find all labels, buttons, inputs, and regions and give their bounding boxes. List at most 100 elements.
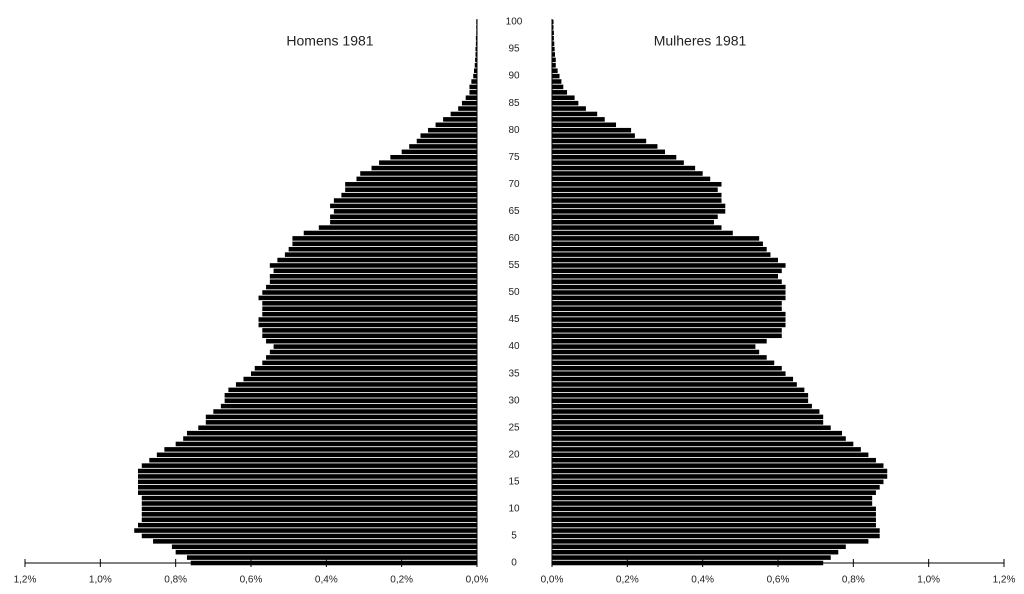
bar: [552, 501, 873, 506]
bar: [552, 154, 677, 160]
bar: [552, 30, 554, 36]
bar: [262, 328, 477, 333]
bar: [205, 420, 478, 425]
bar: [469, 84, 477, 90]
bar: [552, 555, 831, 560]
bar: [428, 127, 477, 133]
bar: [333, 209, 477, 214]
bar: [473, 73, 477, 79]
x-tick-label: 0,6%: [767, 575, 790, 586]
bar: [552, 117, 605, 122]
bar: [458, 106, 477, 111]
bar: [138, 468, 477, 474]
bar: [303, 230, 477, 236]
bar: [552, 279, 782, 284]
bar: [552, 284, 786, 290]
bar: [262, 290, 477, 295]
bar: [552, 111, 598, 117]
bar: [134, 528, 477, 533]
bar: [138, 484, 477, 490]
bar: [552, 393, 809, 398]
bar: [552, 517, 876, 522]
bar: [552, 452, 869, 458]
bar: [552, 311, 786, 317]
bar: [552, 263, 786, 268]
bar: [552, 382, 797, 387]
bar: [552, 387, 805, 393]
age-label: 60: [508, 233, 520, 244]
bar: [277, 257, 477, 263]
bar: [552, 133, 635, 138]
bar: [228, 387, 477, 393]
x-tick-label: 0,4%: [315, 575, 338, 586]
age-label: 100: [506, 17, 523, 28]
age-label: 15: [508, 476, 520, 487]
bar: [552, 398, 809, 403]
bar: [474, 63, 477, 68]
bar: [186, 430, 477, 436]
bar: [341, 192, 477, 198]
bar: [224, 393, 477, 398]
bar: [273, 344, 477, 349]
bar: [552, 328, 782, 333]
bar: [243, 376, 477, 382]
bar: [390, 154, 477, 160]
bar: [213, 409, 478, 414]
bar: [345, 182, 477, 187]
bar: [224, 398, 477, 403]
bar: [552, 84, 564, 90]
age-label: 95: [508, 44, 520, 55]
x-tick-label: 1,0%: [917, 575, 940, 586]
bar: [262, 360, 477, 366]
bar: [292, 236, 477, 241]
bar: [552, 447, 861, 452]
bar: [552, 19, 554, 25]
bar: [269, 263, 477, 268]
bar: [262, 301, 477, 306]
age-label: 0: [511, 558, 517, 569]
bar: [552, 317, 786, 322]
bar: [552, 182, 722, 187]
bar: [266, 338, 477, 344]
bar: [552, 403, 812, 409]
bar: [552, 246, 767, 252]
bar: [552, 63, 556, 68]
bar: [262, 306, 477, 312]
age-label: 85: [508, 98, 520, 109]
bar: [330, 214, 477, 220]
bar: [360, 171, 477, 176]
x-tick-label: 1,2%: [14, 575, 37, 586]
bar: [552, 528, 880, 533]
x-tick-label: 0,4%: [691, 575, 714, 586]
bar: [552, 539, 869, 544]
bar: [141, 495, 477, 501]
bar: [552, 560, 824, 566]
bar: [401, 149, 477, 155]
age-label: 35: [508, 368, 520, 379]
bar: [552, 68, 558, 73]
bar: [356, 176, 477, 182]
bar: [269, 273, 477, 279]
bar: [552, 187, 718, 192]
bar: [333, 198, 477, 203]
bar: [235, 382, 477, 387]
bar: [552, 360, 775, 366]
age-label: 30: [508, 395, 520, 406]
age-label: 40: [508, 341, 520, 352]
bar: [183, 436, 477, 441]
bar: [475, 57, 477, 63]
bar: [552, 463, 884, 468]
bar: [141, 463, 477, 468]
bar: [552, 512, 876, 517]
bar: [450, 111, 477, 117]
bar: [552, 430, 843, 436]
bar: [269, 279, 477, 284]
bar: [552, 46, 555, 52]
bar: [552, 198, 722, 203]
bar: [552, 127, 632, 133]
x-tick-label: 0,0%: [466, 575, 489, 586]
bar: [552, 192, 722, 198]
bar: [153, 539, 478, 544]
bar: [330, 203, 477, 209]
bar: [552, 165, 696, 171]
